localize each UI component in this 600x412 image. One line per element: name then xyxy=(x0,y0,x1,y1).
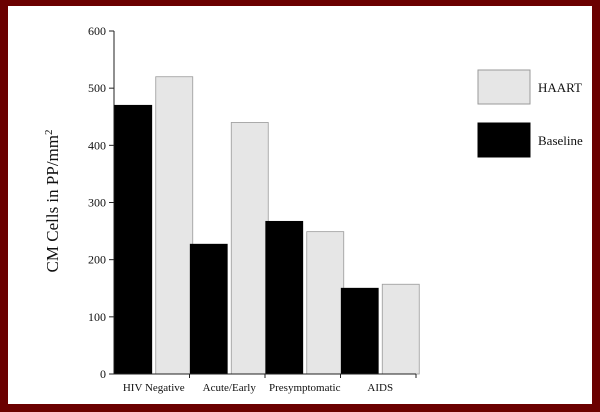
y-tick-label: 600 xyxy=(88,24,106,38)
category-labels: HIV Negative Acute/Early Presymptomatic AID… xyxy=(123,382,393,394)
y-tick-label: 100 xyxy=(88,310,106,324)
x-tick-label: Acute/Early xyxy=(203,382,257,394)
legend-swatch-baseline xyxy=(477,122,531,158)
y-tick-label: 300 xyxy=(88,196,106,210)
bar-baseline-presymptomatic xyxy=(265,220,304,375)
y-tick-label: 0 xyxy=(100,367,106,381)
bar-haart-acute-early xyxy=(230,122,269,375)
y-axis: 0 100 200 300 400 500 600 xyxy=(88,24,115,381)
x-tick-label: Presymptomatic xyxy=(269,382,341,394)
bar-chart: 0 100 200 300 400 500 600 HIV Negative Acute/Ea… xyxy=(43,24,583,394)
bar-baseline-acute-early xyxy=(189,243,228,375)
chart-panel: 0 100 200 300 400 500 600 HIV Negative Acute/Ea… xyxy=(8,6,592,404)
bar-group xyxy=(114,76,420,375)
bar-baseline-aids xyxy=(340,287,379,375)
bar-baseline-hiv-negative xyxy=(114,104,153,375)
x-tick-label: HIV Negative xyxy=(123,382,185,394)
x-tick-label: AIDS xyxy=(367,382,393,394)
legend-label-haart: HAART xyxy=(538,80,582,95)
y-tick-label: 500 xyxy=(88,81,106,95)
legend-swatch-haart xyxy=(477,69,531,105)
y-axis-label-text: CM Cells in PP/mm xyxy=(43,135,62,272)
bar-haart-aids xyxy=(381,283,420,375)
y-tick-label: 200 xyxy=(88,253,106,267)
y-axis-label-superscript: 2 xyxy=(43,130,55,136)
legend-label-baseline: Baseline xyxy=(538,133,583,148)
bar-haart-hiv-negative xyxy=(155,76,194,375)
y-axis-label: CM Cells in PP/mm2 xyxy=(43,130,62,273)
y-tick-label: 400 xyxy=(88,138,106,152)
x-axis xyxy=(114,373,417,378)
bar-haart-presymptomatic xyxy=(306,231,345,375)
legend: HAART Baseline xyxy=(477,69,583,158)
